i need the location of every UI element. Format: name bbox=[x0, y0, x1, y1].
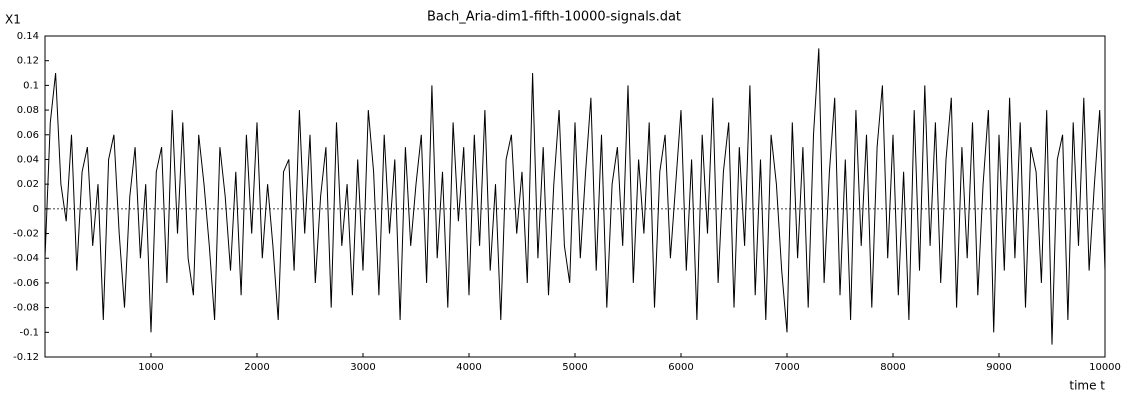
x-tick-label: 7000 bbox=[774, 362, 799, 373]
y-tick-label: 0.08 bbox=[17, 105, 39, 116]
y-tick-label: 0.1 bbox=[23, 80, 39, 91]
x-tick-label: 4000 bbox=[456, 362, 481, 373]
x-tick-label: 8000 bbox=[880, 362, 905, 373]
y-tick-label: 0.14 bbox=[17, 31, 39, 42]
y-tick-label: 0.04 bbox=[17, 154, 39, 165]
x-tick-label: 9000 bbox=[986, 362, 1011, 373]
x-axis-label: time t bbox=[1069, 379, 1105, 393]
x-tick-label: 6000 bbox=[668, 362, 693, 373]
chart-title: Bach_Aria-dim1-fifth-10000-signals.dat bbox=[427, 10, 681, 25]
signal-line bbox=[44, 48, 1106, 345]
x-tick-label: 5000 bbox=[562, 362, 587, 373]
y-tick-label: -0.06 bbox=[13, 278, 39, 289]
y-tick-label: 0.12 bbox=[17, 56, 39, 67]
x-tick-label: 3000 bbox=[350, 362, 375, 373]
y-tick-label: -0.04 bbox=[13, 253, 39, 264]
y-tick-label: -0.1 bbox=[19, 327, 39, 338]
x-tick-label: 2000 bbox=[244, 362, 269, 373]
y-tick-label: -0.08 bbox=[13, 303, 39, 314]
x-tick-label: 1000 bbox=[138, 362, 163, 373]
x-tick-label: 10000 bbox=[1089, 362, 1121, 373]
y-tick-label: -0.12 bbox=[13, 352, 39, 363]
y-axis-label: X1 bbox=[5, 13, 21, 27]
y-tick-label: 0.02 bbox=[17, 179, 39, 190]
y-tick-label: 0 bbox=[33, 204, 39, 215]
y-tick-label: -0.02 bbox=[13, 229, 39, 240]
y-tick-label: 0.06 bbox=[17, 130, 39, 141]
